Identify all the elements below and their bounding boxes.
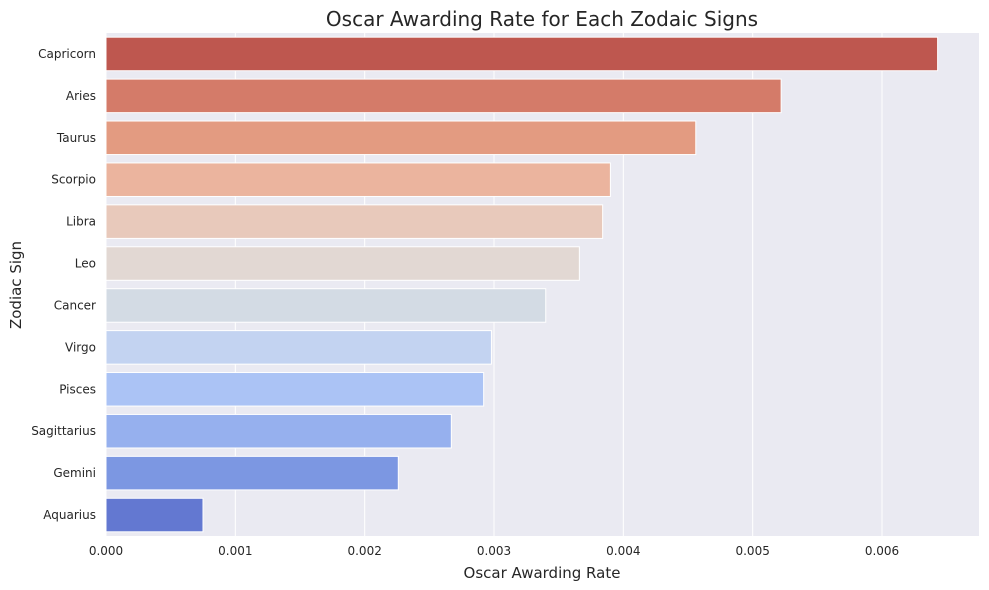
- y-tick-label: Virgo: [65, 340, 96, 354]
- bar-sagittarius: [105, 413, 452, 449]
- x-tick-labels: 0.000 0.001 0.002 0.003 0.004 0.005 0.006: [89, 544, 899, 558]
- y-tick-label: Gemini: [53, 466, 96, 480]
- bar-scorpio: [105, 162, 611, 197]
- x-tick-label: 0.002: [347, 544, 381, 558]
- bar-pisces: [105, 372, 485, 407]
- y-tick-label: Aries: [66, 89, 96, 103]
- y-tick-label: Aquarius: [43, 508, 96, 522]
- bar-aries: [105, 78, 782, 114]
- x-tick-label: 0.004: [606, 544, 640, 558]
- y-tick-label: Taurus: [56, 131, 96, 145]
- bar-gemini: [105, 455, 399, 491]
- bar-leo: [105, 246, 580, 281]
- x-tick-label: 0.000: [89, 544, 123, 558]
- bar-aquarius: [105, 497, 204, 533]
- plot-background: [106, 33, 979, 536]
- y-tick-labels: Capricorn Aries Taurus Scorpio Libra Leo Cance…: [31, 47, 96, 522]
- bar-capricorn: [105, 36, 939, 72]
- x-tick-label: 0.006: [865, 544, 899, 558]
- chart-title: Oscar Awarding Rate for Each Zodaic Sign…: [326, 7, 758, 31]
- y-axis-label: Zodiac Sign: [7, 241, 25, 329]
- bar-taurus: [105, 120, 697, 156]
- bar-virgo: [105, 330, 492, 365]
- x-tick-label: 0.003: [477, 544, 511, 558]
- y-tick-label: Pisces: [59, 382, 96, 396]
- y-tick-label: Leo: [75, 257, 96, 271]
- gridlines: [105, 33, 883, 536]
- y-tick-label: Capricorn: [38, 47, 96, 61]
- x-tick-label: 0.005: [735, 544, 769, 558]
- x-tick-label: 0.001: [218, 544, 252, 558]
- y-tick-label: Sagittarius: [31, 424, 96, 438]
- y-tick-label: Cancer: [54, 298, 96, 312]
- bar-cancer: [105, 288, 547, 323]
- bars: [105, 36, 939, 533]
- y-tick-label: Libra: [66, 215, 96, 229]
- bar-libra: [105, 204, 604, 239]
- x-axis-label: Oscar Awarding Rate: [464, 564, 621, 582]
- y-tick-label: Scorpio: [51, 173, 96, 187]
